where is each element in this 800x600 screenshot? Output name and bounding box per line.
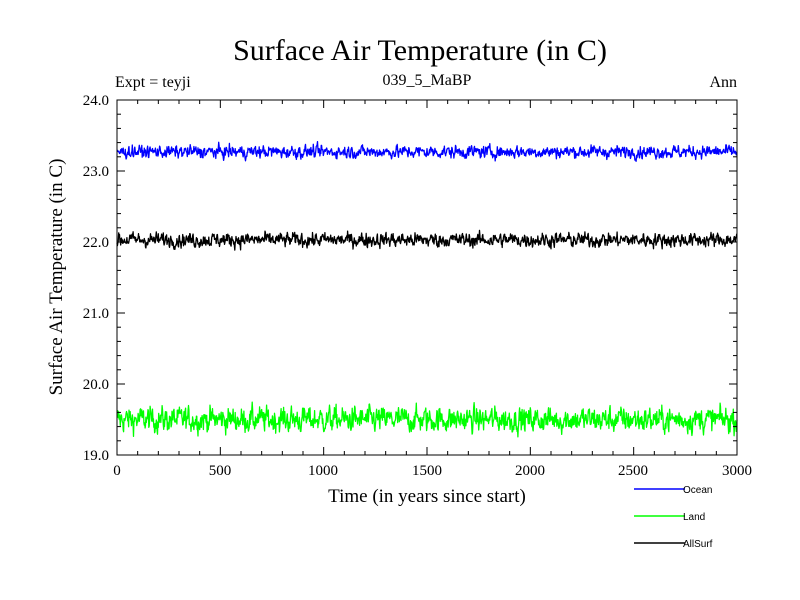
tick-layer: [116, 99, 738, 456]
legend: Ocean Land AllSurf: [634, 485, 713, 550]
x-tick-label: 1500: [412, 463, 442, 479]
x-tick-label: 3000: [722, 463, 752, 479]
x-tick-label: 0: [113, 463, 121, 479]
series-line-land: [116, 401, 738, 438]
x-tick-label: 500: [209, 463, 232, 479]
legend-label-ocean: Ocean: [683, 485, 712, 496]
y-axis-label: Surface Air Temperature (in C): [46, 159, 67, 396]
experiment-label: Expt = teyji: [115, 74, 191, 91]
series-line-allsurf: [116, 229, 738, 251]
x-tick-label: 1000: [308, 463, 338, 479]
legend-label-land: Land: [683, 512, 705, 523]
y-tick-label: 20.0: [83, 377, 109, 393]
x-tick-label: 2500: [618, 463, 648, 479]
series-layer: [116, 140, 738, 438]
chart-subtitle: 039_5_MaBP: [383, 72, 472, 89]
season-label: Ann: [709, 74, 737, 91]
y-tick-label: 19.0: [83, 448, 109, 464]
legend-label-allsurf: AllSurf: [683, 539, 713, 550]
x-tick-label: 2000: [515, 463, 545, 479]
chart-title: Surface Air Temperature (in C): [233, 34, 607, 67]
series-line-ocean: [116, 140, 738, 162]
y-tick-label: 22.0: [83, 235, 109, 251]
y-tick-label: 21.0: [83, 306, 109, 322]
y-tick-label: 23.0: [83, 164, 109, 180]
y-tick-label: 24.0: [83, 93, 109, 109]
x-axis-label: Time (in years since start): [328, 486, 526, 507]
